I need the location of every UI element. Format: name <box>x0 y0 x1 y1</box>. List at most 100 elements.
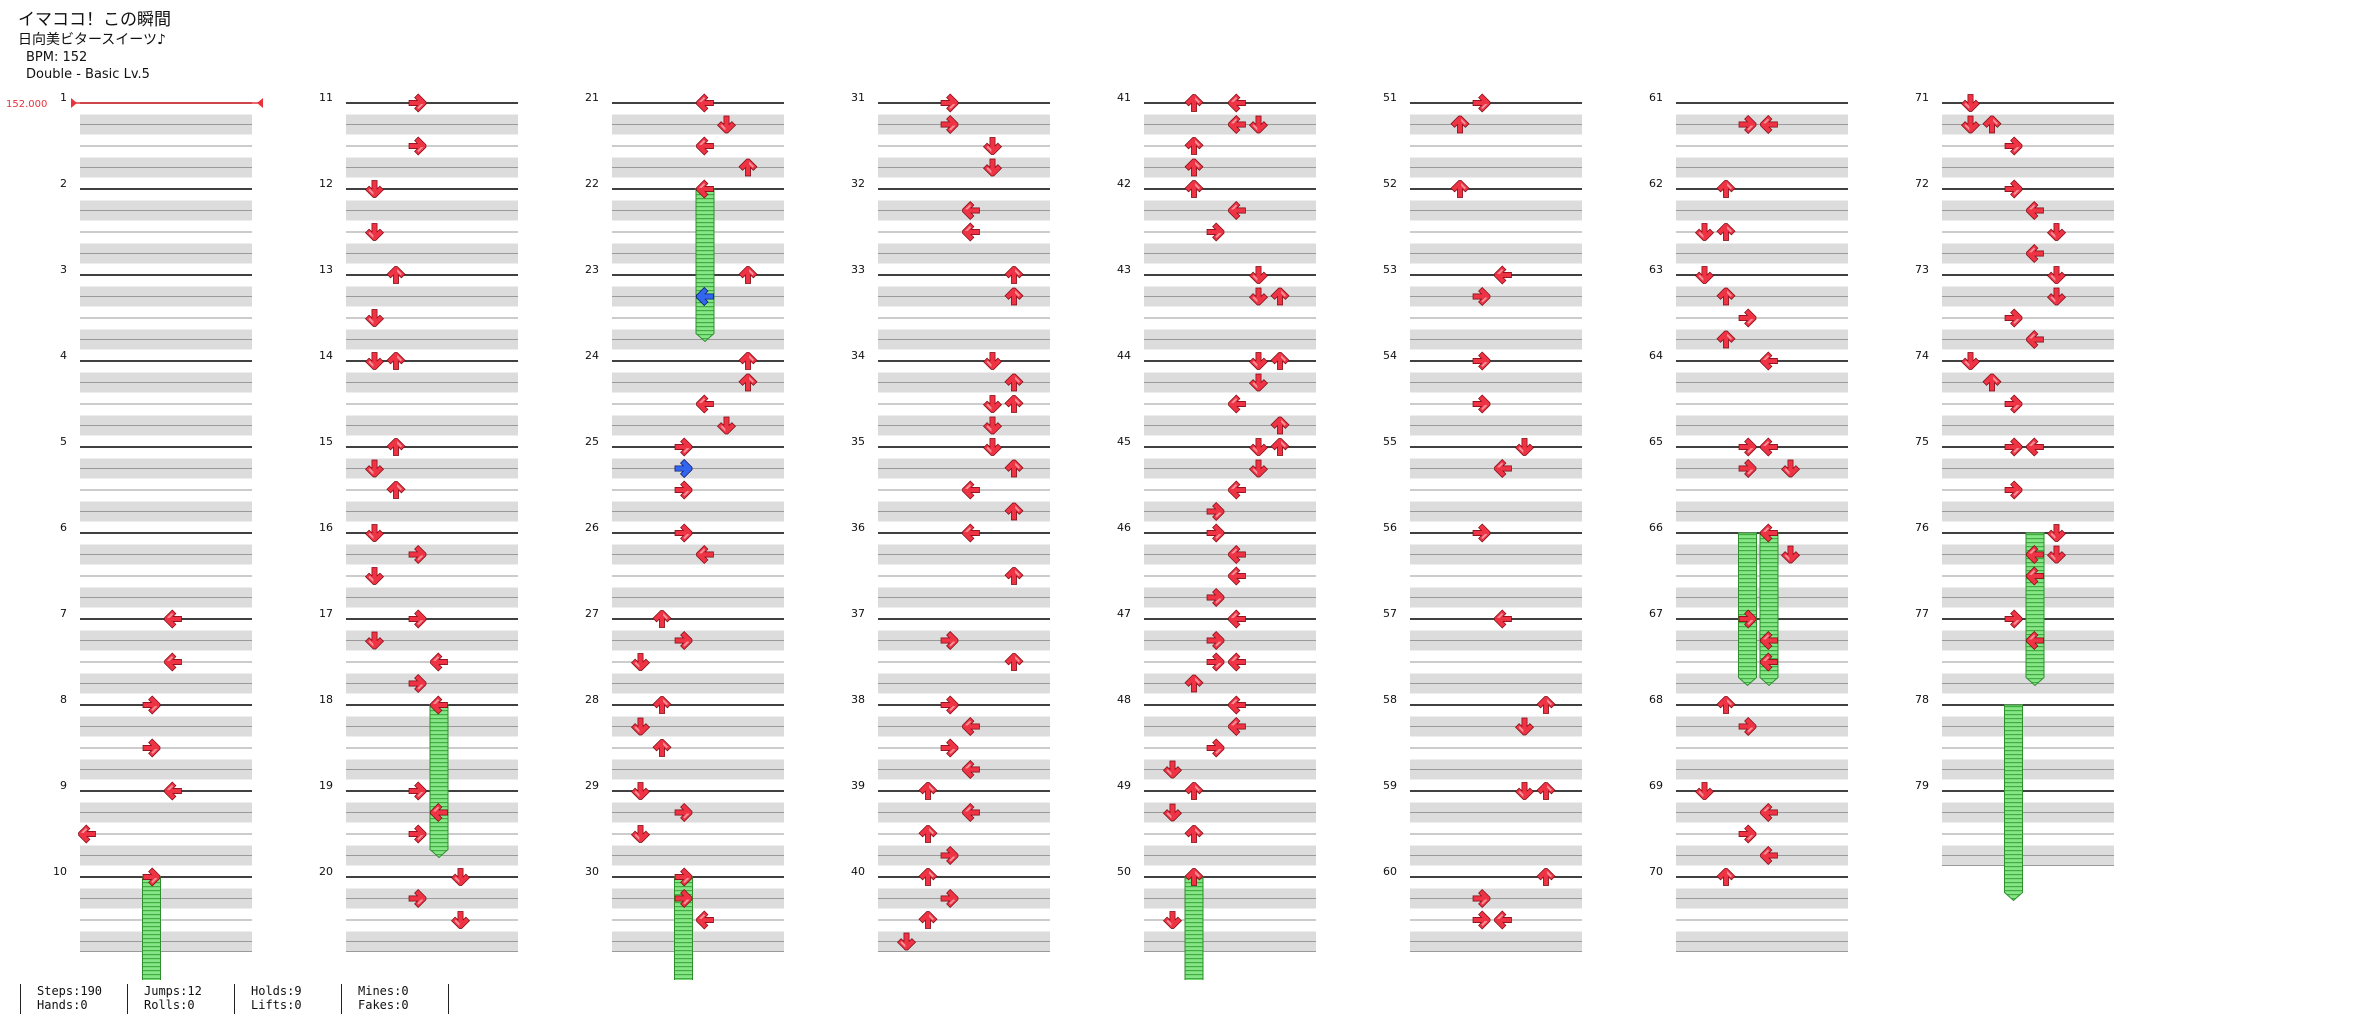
tap-note-arrow <box>2026 201 2044 220</box>
tap-note-arrow <box>696 179 714 199</box>
tap-note-arrow <box>2004 480 2023 500</box>
tap-note-arrow <box>1228 609 1246 629</box>
tap-note-arrow <box>652 610 672 628</box>
hold-note-body <box>142 876 161 980</box>
stats-end-separator <box>448 984 449 1014</box>
jumps-count: Jumps:12 <box>144 984 202 998</box>
measure-number: 70 <box>1649 865 1663 878</box>
tap-note-arrow <box>2047 266 2066 284</box>
measure-number: 67 <box>1649 607 1663 620</box>
tap-notes <box>78 93 2066 951</box>
measure-number: 14 <box>319 349 333 362</box>
tap-note-arrow <box>1472 394 1491 414</box>
tap-note-arrow <box>1206 652 1225 672</box>
tap-note-arrow <box>1184 94 1204 112</box>
step-chart: 152.000 12345678910111213141516171819202… <box>6 91 2114 980</box>
tap-note-arrow <box>1270 287 1290 306</box>
tap-note-arrow <box>1270 438 1290 456</box>
tap-note-arrow <box>717 416 736 435</box>
tap-note-arrow <box>717 115 736 134</box>
tap-note-arrow <box>1472 523 1491 543</box>
tap-note-arrow <box>1206 631 1225 650</box>
measure-number: 57 <box>1383 607 1397 620</box>
tap-note-arrow <box>408 93 427 113</box>
tap-note-arrow <box>408 889 427 908</box>
tap-note-arrow <box>1760 437 1778 457</box>
measure-number: 35 <box>851 435 865 448</box>
tap-note-arrow <box>674 803 693 822</box>
measure-number: 7 <box>60 607 67 620</box>
measure-number: 20 <box>319 865 333 878</box>
measure-number: 53 <box>1383 263 1397 276</box>
tap-note-arrow <box>430 652 448 672</box>
tap-note-arrow <box>983 395 1002 413</box>
measure-number: 69 <box>1649 779 1663 792</box>
tap-note-arrow <box>408 136 427 156</box>
stats-footer: Steps:190 Hands:0 Jumps:12 Rolls:0 Holds… <box>0 984 2357 1014</box>
measure-number: 11 <box>319 91 333 104</box>
tap-note-arrow <box>1228 201 1246 220</box>
measure-number: 46 <box>1117 521 1131 534</box>
tap-note-arrow <box>1206 523 1225 543</box>
measure-number: 15 <box>319 435 333 448</box>
tap-note-arrow <box>1228 394 1246 414</box>
tap-note-arrow <box>918 782 938 800</box>
stats-mines-fakes: Mines:0 Fakes:0 <box>341 984 409 1014</box>
bpm-label: BPM: 152 <box>26 50 88 65</box>
tap-note-arrow <box>386 266 406 284</box>
tap-note-arrow <box>430 695 448 715</box>
tap-note-arrow <box>408 824 427 844</box>
measure-number: 60 <box>1383 865 1397 878</box>
measure-number: 19 <box>319 779 333 792</box>
tap-note-arrow <box>2026 244 2044 263</box>
measure-number: 23 <box>585 263 599 276</box>
tap-note-arrow <box>408 545 427 564</box>
tap-note-arrow <box>1760 652 1778 672</box>
measure-number: 72 <box>1915 177 1929 190</box>
measure-number: 25 <box>585 435 599 448</box>
tap-note-arrow <box>1004 459 1024 478</box>
tap-note-arrow <box>962 803 980 822</box>
tap-note-arrow <box>1249 459 1268 478</box>
tap-note-arrow <box>940 738 959 758</box>
tap-note-arrow <box>1760 846 1778 865</box>
tap-note-arrow <box>164 609 182 629</box>
measure-number: 51 <box>1383 91 1397 104</box>
tap-note-arrow <box>983 438 1002 456</box>
measure-number: 17 <box>319 607 333 620</box>
bpm-marker-value: 152.000 <box>6 99 47 110</box>
tap-note-arrow <box>1450 115 1470 134</box>
measure-number: 28 <box>585 693 599 706</box>
tap-note-arrow <box>365 567 384 585</box>
measure-number: 10 <box>53 865 67 878</box>
tap-note-arrow <box>386 438 406 456</box>
tap-note-arrow <box>983 352 1002 370</box>
tap-note-arrow <box>1982 373 2002 392</box>
measure-lines <box>80 102 2114 952</box>
tap-note-arrow <box>1982 115 2002 134</box>
tap-note-arrow <box>365 459 384 478</box>
measure-number: 45 <box>1117 435 1131 448</box>
measure-number: 78 <box>1915 693 1929 706</box>
measure-number: 33 <box>851 263 865 276</box>
measure-number: 4 <box>60 349 67 362</box>
measure-labels: 1234567891011121314151617181920212223242… <box>53 91 1929 878</box>
tap-note-arrow <box>1961 94 1980 112</box>
stats-steps-hands: Steps:190 Hands:0 <box>20 984 102 1014</box>
measure-number: 24 <box>585 349 599 362</box>
tap-note-arrow <box>408 674 427 693</box>
tap-note-arrow <box>365 352 384 370</box>
measure-number: 5 <box>60 435 67 448</box>
measure-number: 22 <box>585 177 599 190</box>
tap-note-arrow <box>2047 223 2066 241</box>
rolls-count: Rolls:0 <box>144 998 195 1012</box>
tap-note-arrow <box>78 824 96 844</box>
tap-note-arrow <box>451 911 470 929</box>
measure-number: 52 <box>1383 177 1397 190</box>
bpm-marker: 152.000 <box>6 98 263 110</box>
measure-number: 54 <box>1383 349 1397 362</box>
difficulty-label: Double - Basic Lv.5 <box>26 67 150 82</box>
tap-note-arrow <box>2026 330 2044 349</box>
measure-number: 39 <box>851 779 865 792</box>
measure-number: 77 <box>1915 607 1929 620</box>
